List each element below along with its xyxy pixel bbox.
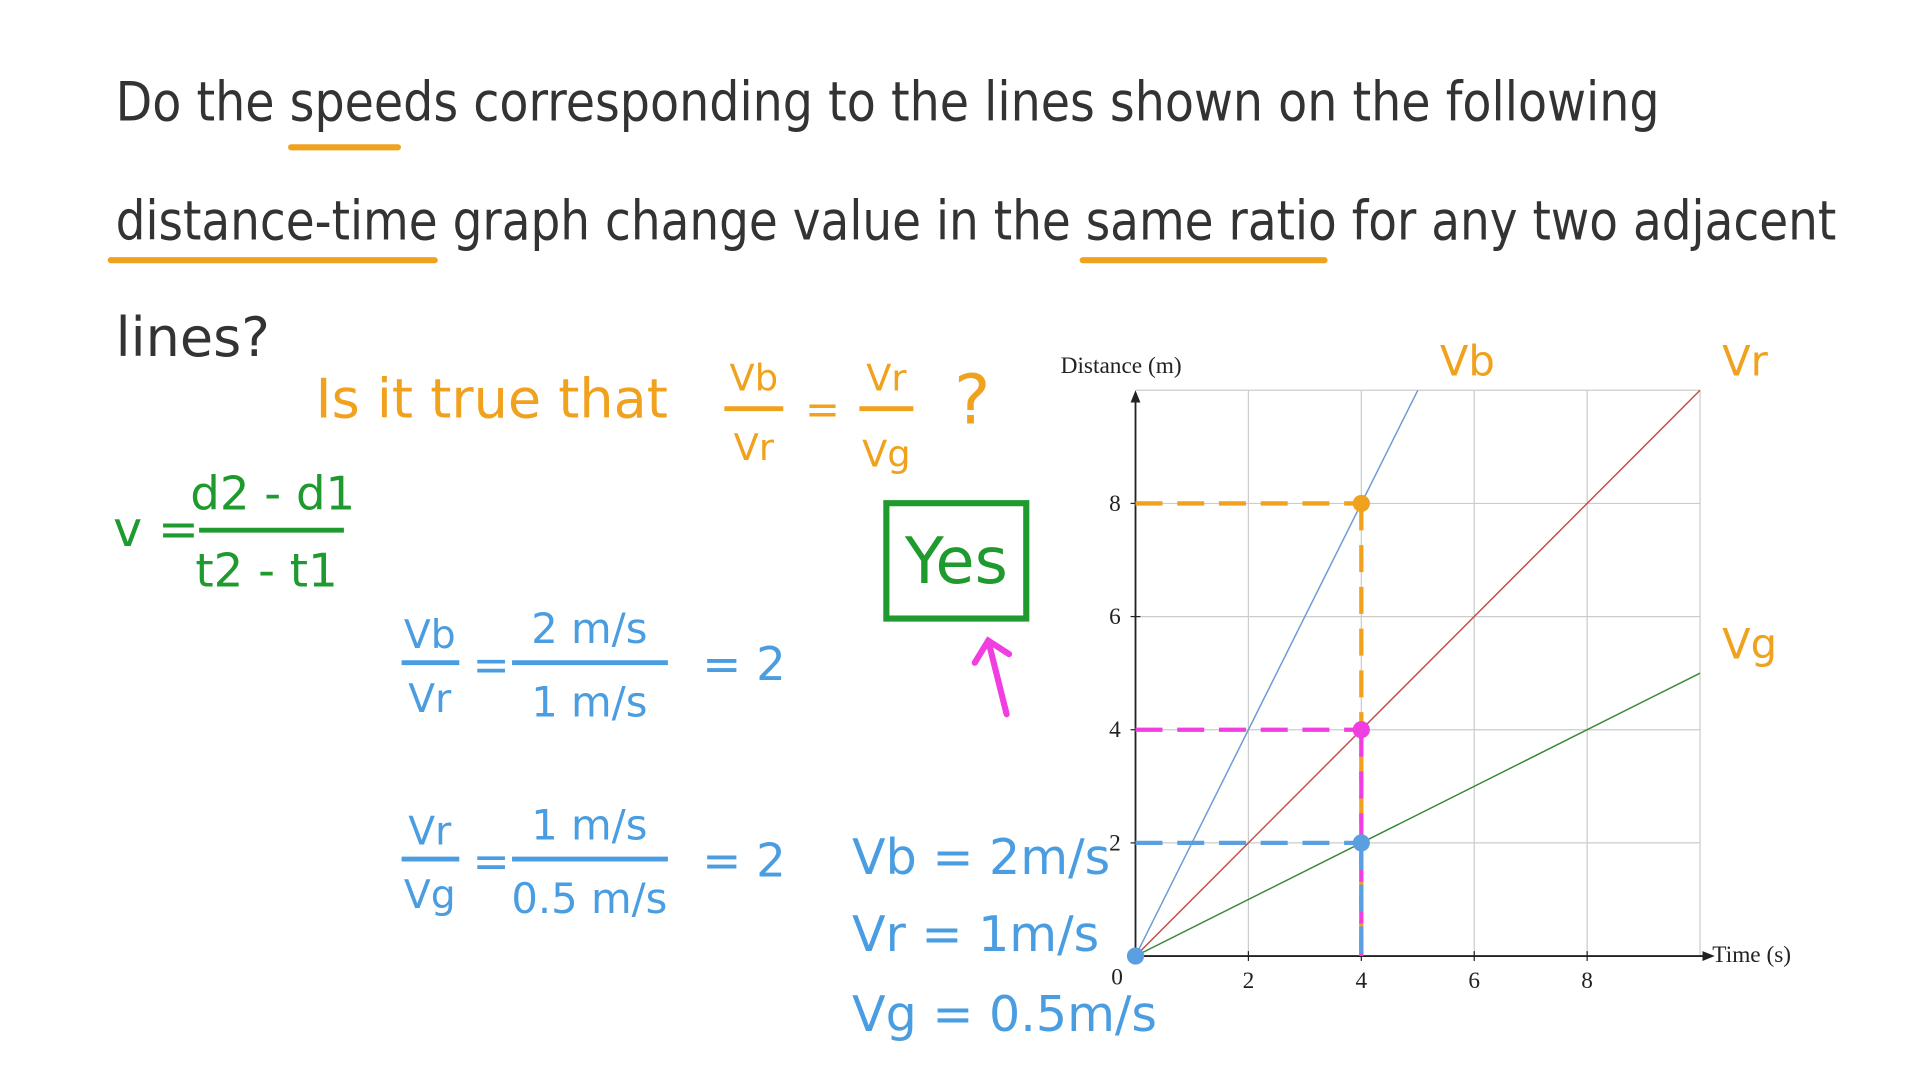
series-label: Vr [1722, 337, 1769, 386]
x-axis-label: Time (s) [1712, 942, 1791, 968]
x-tick-label: 8 [1581, 968, 1593, 994]
origin-label: 0 [1111, 964, 1123, 990]
prompt-text: Is it true that [316, 367, 668, 430]
formula-den: t2 - t1 [195, 544, 337, 598]
x-tick-label: 6 [1468, 968, 1480, 994]
prompt-fraction: Vr [866, 356, 907, 399]
y-tick-label: 4 [1109, 717, 1121, 743]
prompt-fraction: Vr [734, 426, 775, 469]
ratio-den: 0.5 m/s [511, 874, 667, 923]
arrow [971, 636, 1013, 718]
series-line [1134, 389, 1701, 957]
underlines [107, 144, 1328, 264]
prompt-fraction: Vg [862, 432, 911, 475]
equals: = [473, 836, 510, 887]
ratio-lhs: Vr [408, 809, 452, 854]
question-line: Do the speeds corresponding to the lines… [116, 70, 1660, 133]
x-tick-label: 4 [1355, 968, 1367, 994]
speed: Vb = 2m/s [852, 828, 1110, 886]
ratio-lhs: Vb [404, 613, 456, 658]
highlight-point [1352, 721, 1370, 739]
chart: Distance (m) Time (s) 0 2 4 6 8 2 4 6 8 Vb Vr Vg [1061, 337, 1791, 994]
speed: Vg = 0.5m/s [852, 985, 1157, 1043]
answer: Yes [904, 525, 1008, 599]
question-line: distance-time graph change value in the … [116, 189, 1837, 252]
question-line: lines? [116, 306, 270, 369]
ratio-lhs: Vg [404, 873, 456, 918]
y-tick-label: 8 [1109, 491, 1121, 517]
answer-box [883, 500, 1030, 622]
ratio-num: 2 m/s [531, 604, 647, 653]
y-axis-label: Distance (m) [1061, 353, 1182, 379]
y-axis-arrow [1130, 390, 1141, 403]
equals: = [473, 640, 510, 691]
formula-lhs: v = [113, 500, 199, 558]
highlight-point [1126, 947, 1145, 965]
formula-num: d2 - d1 [190, 466, 355, 520]
highlight-point [1352, 494, 1370, 513]
highlight-point [1352, 834, 1370, 852]
question-mark: ? [954, 360, 990, 440]
ratios: Vb Vr = 2 m/s 1 m/s = 2 Vr Vg = 1 m/s 0.5 m/s = 2 [401, 604, 786, 923]
ratio-lhs: Vr [408, 677, 452, 722]
series-label: Vb [1440, 337, 1495, 386]
speed: Vr = 1m/s [852, 905, 1099, 963]
y-tick-label: 2 [1109, 830, 1121, 856]
x-tick-label: 2 [1243, 968, 1255, 994]
x-axis-arrow [1702, 951, 1715, 961]
ratio-result: = 2 [702, 637, 786, 691]
series-label: Vg [1722, 619, 1777, 668]
ratio-result: = 2 [702, 833, 786, 887]
equals: = [805, 384, 840, 433]
prompt-fraction: Vb [730, 356, 779, 399]
y-tick-label: 6 [1109, 604, 1121, 630]
ratio-den: 1 m/s [531, 678, 647, 727]
ratio-num: 1 m/s [531, 800, 647, 849]
series-line [1135, 672, 1701, 957]
series-line [1134, 389, 1419, 957]
